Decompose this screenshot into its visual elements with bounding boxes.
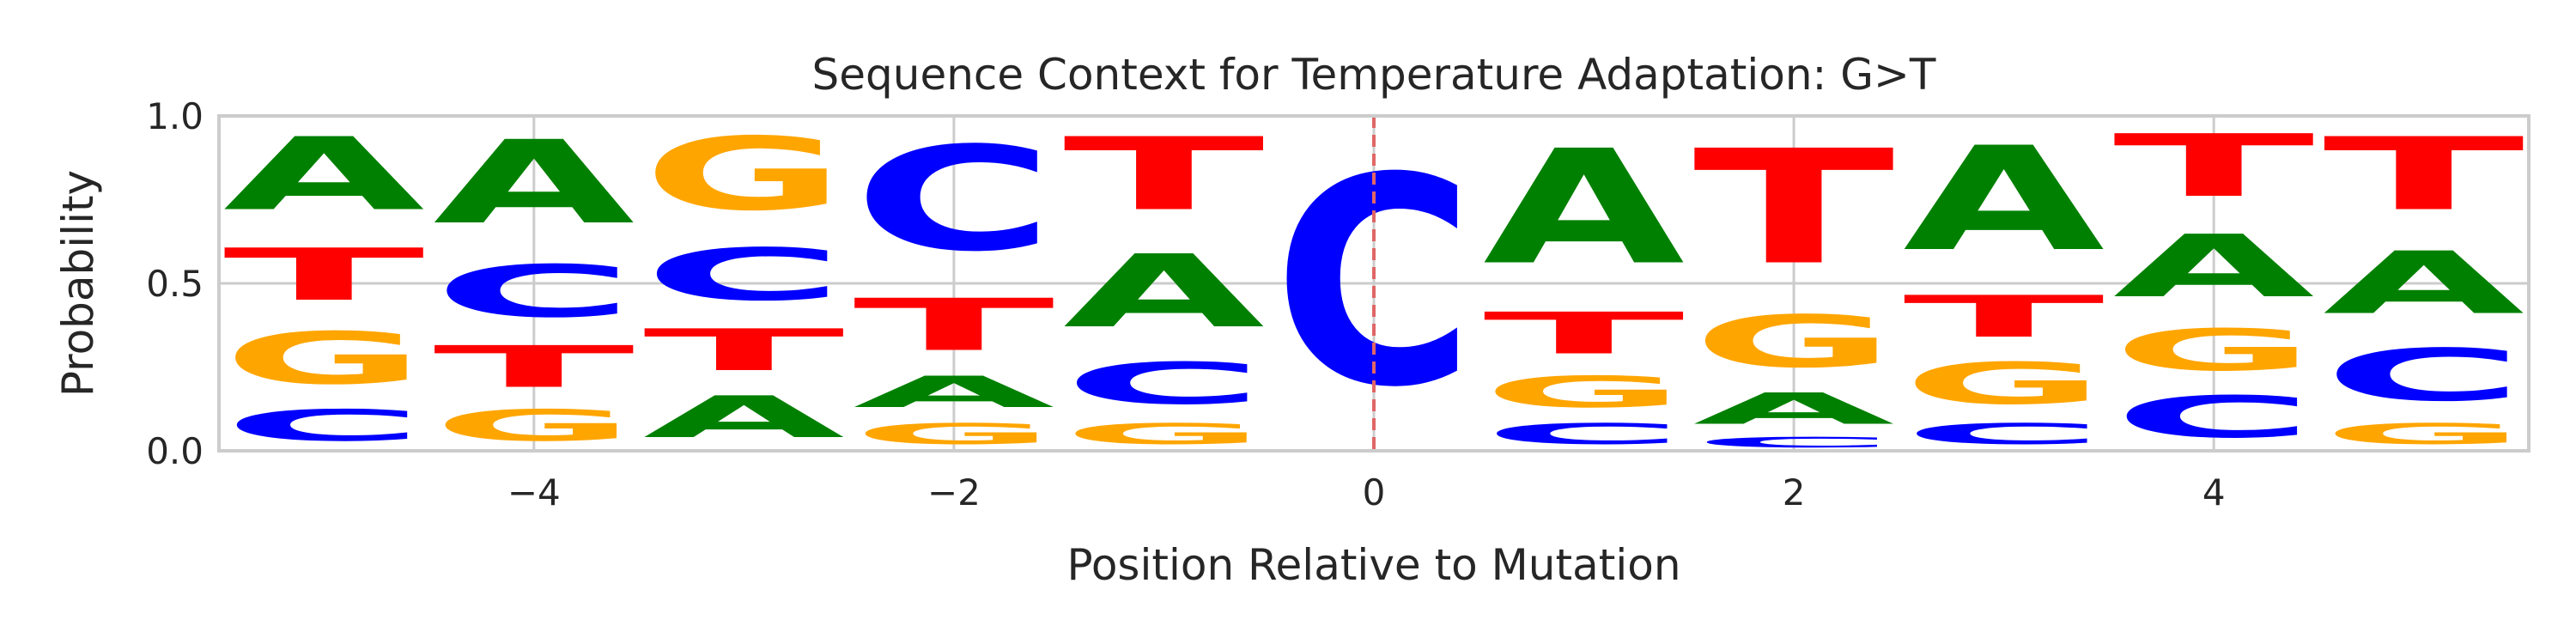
logo-letter-t: T [223,234,425,317]
y-tick-label: 1.0 [146,95,204,137]
logo-letter-a: A [854,368,1055,417]
logo-letter-c: C [223,401,425,451]
x-tick-label: 0 [1363,471,1386,513]
logo-letter-t: T [433,334,635,400]
y-axis-ticks: 0.0 0.5 1.0 [146,95,204,472]
logo-letter-a: A [1483,117,1685,301]
logo-letter-g: G [433,401,635,451]
logo-letter-t: T [1063,116,1267,233]
logo-letter-g: G [2113,317,2315,384]
logo-letter-a: A [1693,384,1895,434]
logo-letter-g: G [223,317,425,400]
logo-letter-g: G [643,116,845,233]
logo-letter-c: C [643,234,845,317]
logo-letter-t: T [643,317,845,383]
logo-letter-a: A [1903,116,2105,283]
logo-letter-g: G [854,417,1055,451]
x-tick-label: −4 [507,471,561,513]
logo-letter-a: A [2113,216,2315,316]
logo-letter-a: A [2323,234,2524,333]
logo-letter-c: C [1903,417,2105,451]
logo-letter-c: C [433,250,635,333]
logo-letter-g: G [1693,300,1895,383]
logo-letter-c: C [1483,417,1685,451]
y-tick-label: 0.0 [146,430,204,472]
logo-letter-c: C [2113,385,2315,451]
logo-letter-g: G [1483,368,1685,417]
chart-title: Sequence Context for Temperature Adaptat… [812,50,1936,100]
logo-letter-t: T [854,284,1055,368]
x-tick-label: −2 [927,471,981,513]
logo-letter-t: T [2323,116,2526,233]
logo-letter-t: T [1903,283,2105,349]
logo-letter-a: A [433,117,635,250]
logo-letter-t: T [1483,301,1685,367]
logo-letter-a: A [223,117,425,234]
logo-letter-a: A [643,384,845,451]
y-tick-label: 0.5 [146,263,204,305]
logo-letter-g: G [2323,417,2524,451]
logo-letter-c: C [1063,351,1265,417]
logo-letter-g: G [1063,417,1265,451]
x-axis-label: Position Relative to Mutation [1066,540,1680,590]
logo-letter-a: A [1063,234,1265,350]
x-tick-label: 4 [2202,471,2226,513]
logo-letter-c: C [854,117,1055,283]
logo-letter-t: T [1693,117,1897,300]
logo-letter-g: G [1903,350,2105,417]
x-tick-label: 2 [1783,471,1806,513]
y-axis-label: Probability [53,170,103,397]
logo-letter-t: T [2113,116,2315,216]
logo-letter-c: C [1693,434,1895,451]
plot-area-frame [217,114,2530,453]
x-axis-ticks: −4 −2 0 2 4 [507,471,2226,513]
logo-letter-c: C [2323,334,2524,417]
